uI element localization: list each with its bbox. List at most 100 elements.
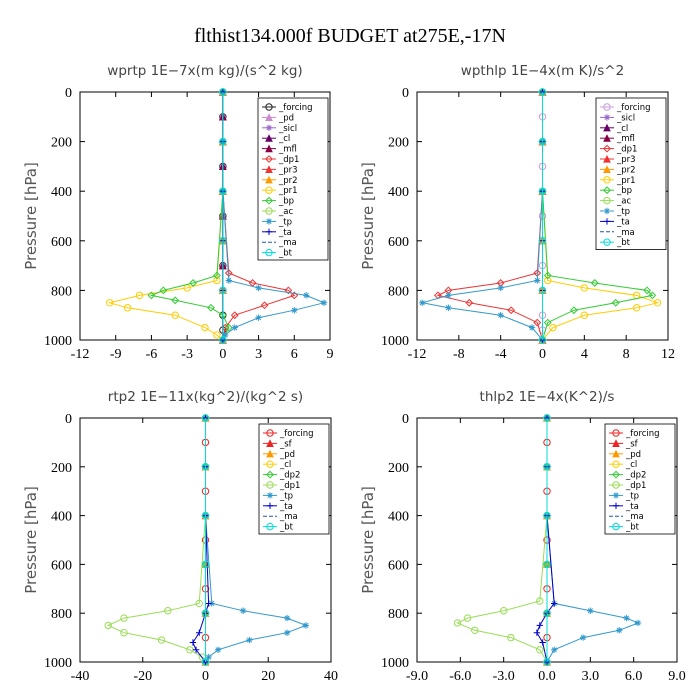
y-tick-label: 600 — [51, 558, 72, 573]
y-axis-label: Pressure [hPa] — [359, 162, 377, 270]
legend-label: _pr1 — [278, 186, 298, 196]
data-point — [507, 306, 516, 315]
legend-marker — [266, 522, 274, 531]
data-point — [538, 336, 547, 344]
series-line — [422, 92, 543, 341]
data-point — [224, 323, 233, 332]
legend-label: _pd — [625, 450, 641, 460]
series-line — [107, 418, 206, 663]
y-tick-label: 1000 — [44, 656, 72, 671]
data-point — [507, 633, 515, 642]
data-point — [580, 284, 589, 292]
legend-marker — [265, 113, 273, 121]
data-point — [283, 614, 291, 622]
x-tick-label: 9 — [327, 347, 334, 362]
x-tick-label: 0.0 — [538, 669, 556, 684]
data-point — [255, 314, 262, 321]
legend-label: _tp — [616, 207, 630, 217]
legend-label: _sicl — [278, 124, 297, 134]
data-point — [538, 237, 547, 245]
data-point — [157, 636, 166, 644]
legend-label: _bt — [279, 523, 294, 533]
y-tick-label: 0 — [402, 412, 409, 427]
y-tick-label: 800 — [388, 607, 409, 622]
legend-marker — [265, 103, 273, 111]
x-tick-label: 3.0 — [582, 669, 600, 684]
legend-marker — [266, 460, 274, 468]
legend-label: _forcing — [625, 429, 660, 439]
data-point — [255, 284, 262, 292]
data-point — [201, 560, 210, 569]
legend-label: _cl — [616, 124, 628, 134]
data-point — [536, 622, 543, 629]
legend-marker — [603, 196, 611, 205]
data-point — [231, 324, 238, 331]
data-point — [499, 607, 508, 615]
data-point — [164, 607, 172, 615]
legend-label: _ta — [278, 228, 292, 238]
legend-marker — [265, 165, 273, 174]
legend-label: _bt — [278, 249, 293, 259]
x-tick-label: -6.0 — [449, 669, 471, 684]
legend-marker — [612, 522, 620, 531]
data-point — [213, 331, 221, 339]
panel-2: wpthlp 1E−4x(m K)/s^2 Pressure [hPa] -12 -8… — [359, 63, 675, 362]
data-point — [120, 614, 128, 622]
data-point — [207, 303, 215, 312]
data-point — [219, 336, 227, 344]
legend-label: _ta — [625, 502, 639, 512]
data-point — [159, 286, 168, 295]
data-point — [201, 414, 210, 422]
data-point — [551, 646, 558, 653]
data-point — [219, 187, 227, 195]
legend-marker — [266, 481, 274, 489]
data-point — [205, 653, 212, 661]
legend-label: _mfl — [278, 145, 297, 155]
x-tick-label: -6 — [146, 347, 158, 362]
data-point — [549, 323, 557, 332]
x-tick-label: 9.0 — [668, 669, 686, 684]
data-point — [147, 291, 156, 300]
legend-label: _forcing — [279, 429, 314, 439]
x-tick-label: -9 — [110, 347, 122, 362]
legend-label: _tp — [278, 217, 292, 227]
y-tick-label: 800 — [388, 284, 409, 299]
y-tick-label: 400 — [51, 510, 72, 525]
legend-marker — [612, 481, 620, 489]
data-point — [284, 286, 293, 295]
series-bt — [543, 414, 551, 666]
legend-marker — [265, 248, 273, 257]
x-tick-label: -3.0 — [493, 669, 515, 684]
legend-marker — [603, 176, 611, 184]
legend-marker — [612, 502, 620, 509]
data-point — [120, 629, 128, 637]
legend-label: _pr3 — [278, 165, 298, 175]
y-tick-label: 400 — [388, 185, 409, 200]
data-point — [580, 311, 589, 319]
series-bt — [538, 88, 547, 344]
legend-label: _ta — [616, 217, 630, 227]
data-point — [135, 291, 144, 300]
series-dp1 — [104, 414, 210, 666]
legend-label: _ac — [616, 197, 631, 207]
panel-title: thlp2 1E−4x(K^2)/s — [480, 389, 615, 405]
data-point — [579, 634, 587, 641]
data-point — [222, 331, 229, 339]
x-tick-label: 12 — [661, 347, 675, 362]
series-pr1 — [106, 88, 227, 344]
legend-marker — [612, 429, 620, 437]
legend-label: _ac — [278, 207, 293, 217]
data-point — [648, 291, 657, 300]
legend-marker — [603, 238, 611, 246]
data-point — [543, 609, 551, 617]
data-point — [104, 621, 112, 630]
x-tick-label: 0 — [202, 669, 209, 684]
legend-label: _bp — [616, 186, 632, 196]
data-point — [201, 511, 210, 520]
data-point — [239, 607, 247, 614]
legend-marker — [265, 186, 273, 194]
legend-marker — [612, 449, 620, 458]
data-point — [471, 626, 479, 634]
data-point — [219, 88, 227, 96]
data-point — [543, 560, 551, 569]
